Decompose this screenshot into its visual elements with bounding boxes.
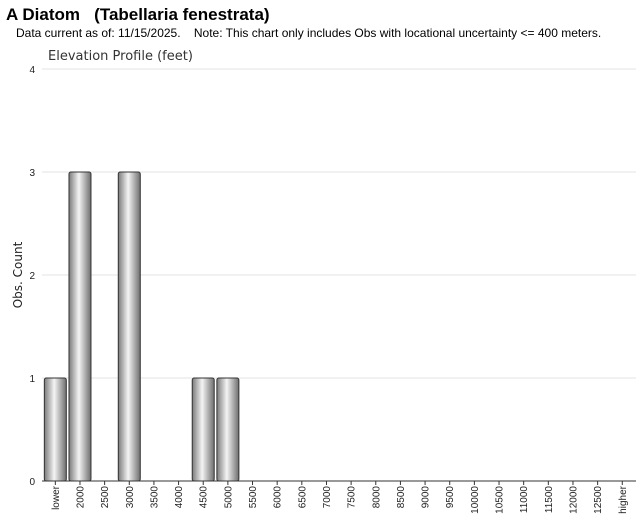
species-title: A Diatom (Tabellaria fenestrata) <box>6 5 270 24</box>
y-tick-label: 1 <box>29 374 35 385</box>
bar <box>216 377 240 482</box>
bar <box>43 377 67 482</box>
y-tick-label: 2 <box>29 271 35 282</box>
x-tick-label: 6000 <box>273 486 284 509</box>
x-tick-label: 8000 <box>371 486 382 509</box>
y-axis-ticks: 0 1 2 3 4 <box>29 65 35 488</box>
x-tick-label: 4000 <box>174 486 185 509</box>
x-tick-label: 10000 <box>470 486 481 514</box>
x-tick-label: higher <box>618 485 629 513</box>
x-tick-label: 5500 <box>248 486 259 509</box>
y-tick-label: 4 <box>29 65 35 76</box>
bar <box>68 171 92 482</box>
x-tick-label: lower <box>51 485 62 510</box>
x-tick-label: 11500 <box>544 486 555 514</box>
x-tick-label: 2000 <box>75 486 86 509</box>
bar <box>117 171 141 482</box>
x-tick-label: 12000 <box>568 486 579 514</box>
x-axis-ticks: lower 2000 2500 3000 3500 4000 4500 5000 5500 600… <box>51 481 629 514</box>
x-tick-label: 10500 <box>495 486 506 514</box>
x-tick-label: 11000 <box>519 486 530 514</box>
y-tick-label: 3 <box>29 168 35 179</box>
y-tick-label: 0 <box>29 477 35 488</box>
gridlines <box>42 68 636 379</box>
x-tick-label: 3500 <box>149 486 160 509</box>
y-axis-label: Obs. Count <box>11 241 25 308</box>
bar <box>191 377 215 482</box>
bars <box>43 171 240 482</box>
x-tick-label: 7500 <box>347 486 358 509</box>
x-tick-label: 9000 <box>421 486 432 509</box>
x-tick-label: 4500 <box>199 486 210 509</box>
x-tick-label: 9500 <box>445 486 456 509</box>
x-tick-label: 2500 <box>100 486 111 509</box>
chart-title: Elevation Profile (feet) <box>48 49 193 64</box>
x-tick-label: 5000 <box>223 486 234 509</box>
x-tick-label: 6500 <box>297 486 308 509</box>
x-tick-label: 7000 <box>322 486 333 509</box>
data-note: Data current as of: 11/15/2025. Note: Th… <box>16 26 602 40</box>
x-tick-label: 8500 <box>396 486 407 509</box>
x-tick-label: 3000 <box>125 486 136 509</box>
x-tick-label: 12500 <box>593 486 604 514</box>
